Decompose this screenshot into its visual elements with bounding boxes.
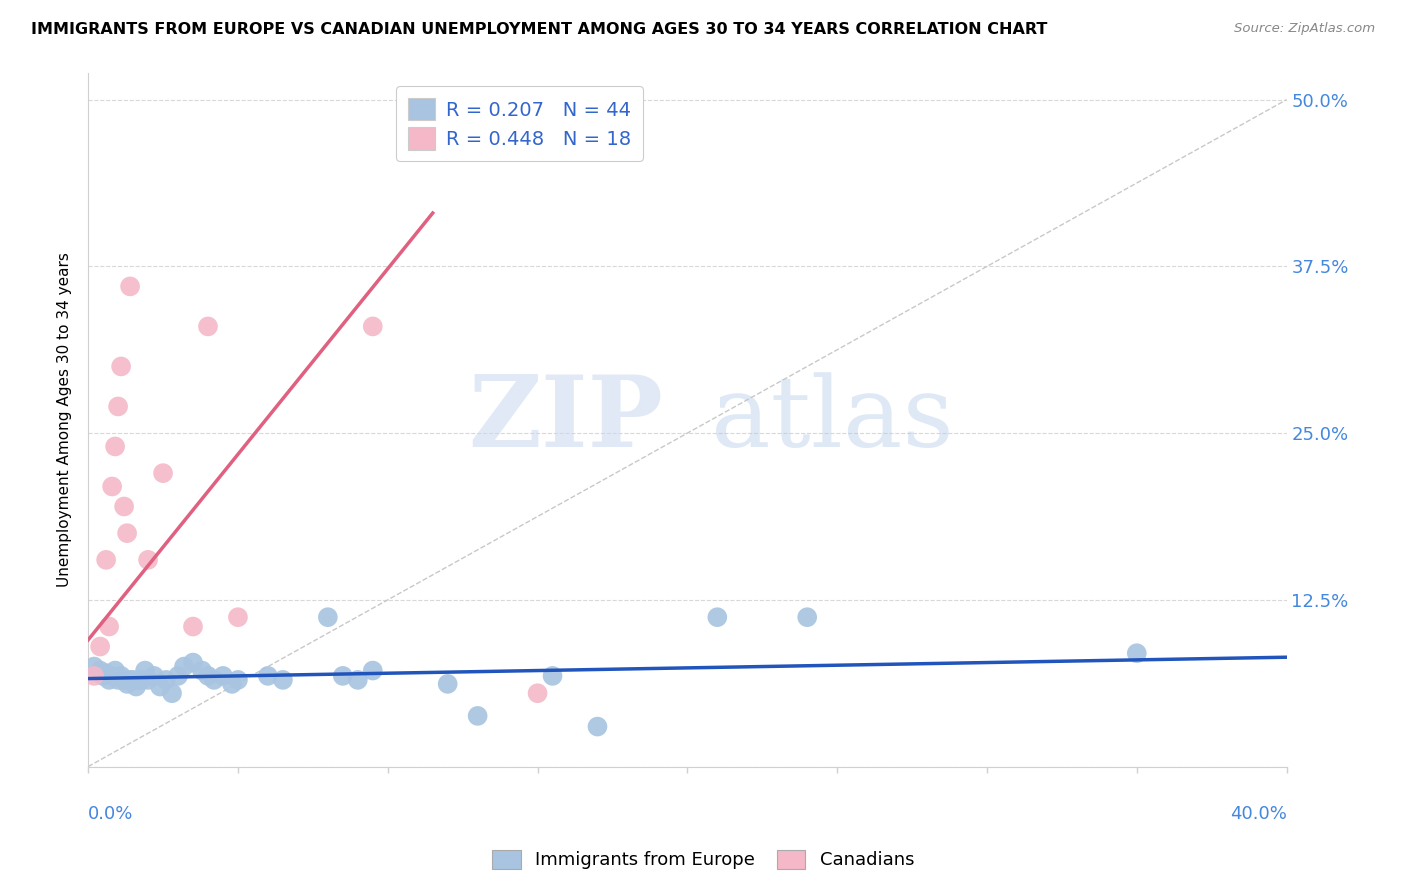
Point (212, 669, 235, 683)
Point (94, 666, 117, 681)
Point (89, 664, 111, 678)
Point (152, 466, 174, 480)
Point (361, 319, 384, 334)
Point (160, 686, 183, 700)
Point (541, 669, 564, 683)
Point (191, 664, 214, 678)
Text: atlas: atlas (711, 372, 955, 467)
Point (136, 673, 159, 687)
Point (1126, 646, 1149, 660)
Point (107, 400, 129, 414)
Point (131, 673, 153, 687)
Text: IMMIGRANTS FROM EUROPE VS CANADIAN UNEMPLOYMENT AMONG AGES 30 TO 34 YEARS CORREL: IMMIGRANTS FROM EUROPE VS CANADIAN UNEMP… (31, 22, 1047, 37)
Point (316, 610, 339, 624)
Text: 0.0%: 0.0% (89, 805, 134, 823)
Point (89, 640, 111, 654)
Point (110, 359, 132, 374)
Point (706, 610, 728, 624)
Point (98, 673, 121, 687)
Point (346, 673, 368, 687)
Point (202, 673, 225, 687)
Point (115, 526, 138, 541)
Point (83, 659, 105, 673)
Point (101, 669, 124, 683)
Point (197, 319, 219, 334)
Point (134, 664, 156, 678)
Point (173, 659, 195, 673)
Point (143, 669, 166, 683)
Text: 40.0%: 40.0% (1230, 805, 1286, 823)
Point (104, 440, 127, 454)
Point (94, 553, 117, 567)
Point (83, 669, 105, 683)
Point (332, 669, 354, 683)
Point (149, 680, 172, 694)
Legend: Immigrants from Europe, Canadians: Immigrants from Europe, Canadians (482, 841, 924, 879)
Point (120, 673, 142, 687)
Text: ZIP: ZIP (468, 371, 664, 468)
Point (467, 709, 489, 723)
Point (104, 664, 127, 678)
Legend: R = 0.207   N = 44, R = 0.448   N = 18: R = 0.207 N = 44, R = 0.448 N = 18 (396, 87, 644, 161)
Point (226, 673, 249, 687)
Y-axis label: Unemployment Among Ages 30 to 34 years: Unemployment Among Ages 30 to 34 years (58, 252, 72, 587)
Point (197, 669, 219, 683)
Point (226, 610, 249, 624)
Point (257, 669, 280, 683)
Point (128, 673, 150, 687)
Point (101, 479, 124, 493)
Point (98, 619, 121, 633)
Point (136, 553, 159, 567)
Text: Source: ZipAtlas.com: Source: ZipAtlas.com (1234, 22, 1375, 36)
Point (526, 686, 548, 700)
Point (120, 279, 142, 293)
Point (271, 673, 294, 687)
Point (167, 669, 190, 683)
Point (115, 677, 138, 691)
Point (112, 673, 135, 687)
Point (796, 610, 818, 624)
Point (125, 680, 148, 694)
Point (155, 673, 177, 687)
Point (181, 656, 204, 670)
Point (436, 677, 458, 691)
Point (122, 673, 145, 687)
Point (586, 720, 609, 734)
Point (112, 500, 135, 514)
Point (181, 619, 204, 633)
Point (107, 673, 129, 687)
Point (110, 669, 132, 683)
Point (361, 664, 384, 678)
Point (221, 677, 243, 691)
Point (91, 669, 114, 683)
